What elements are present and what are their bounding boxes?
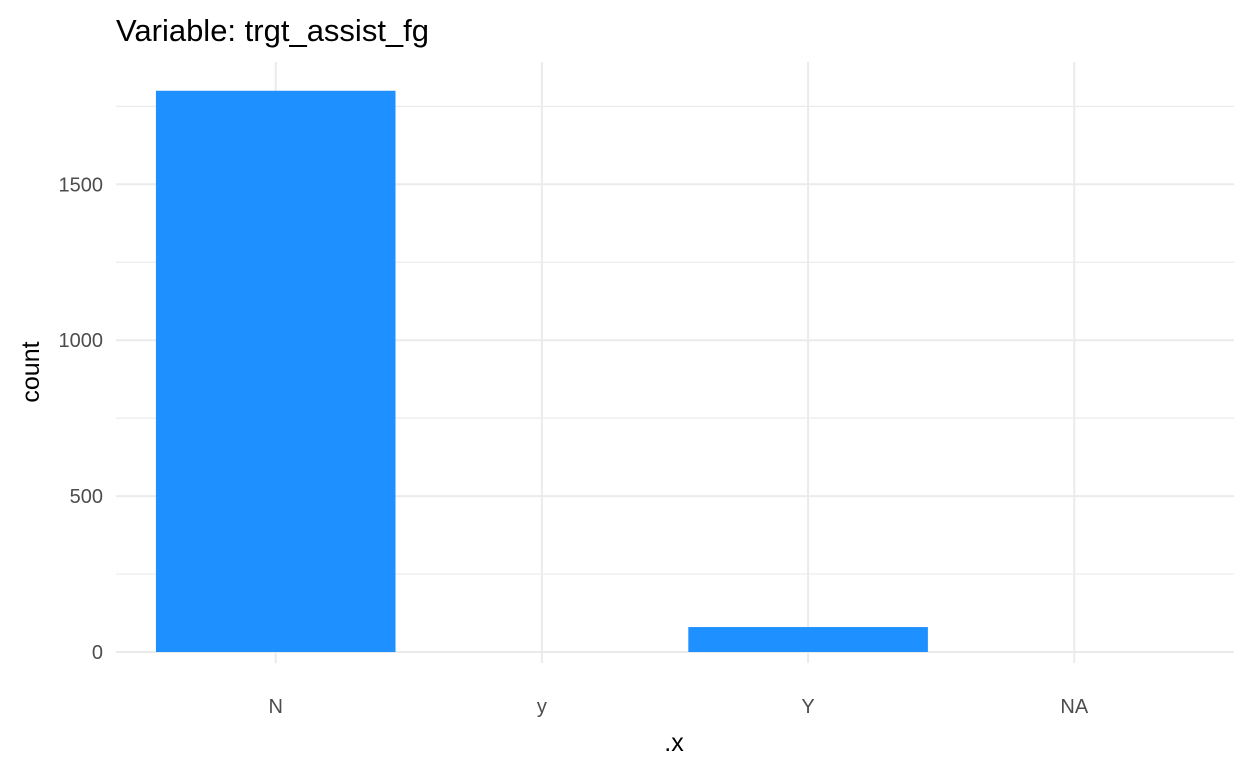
x-tick-label: NA [1060, 696, 1088, 718]
y-tick-label: 1500 [59, 174, 104, 196]
x-tick-label: N [268, 696, 282, 718]
bar [688, 627, 928, 652]
x-axis-title: .x [664, 729, 684, 757]
y-tick-label: 1000 [59, 330, 104, 352]
x-tick-label: Y [801, 696, 814, 718]
y-axis-title: count [17, 341, 45, 402]
chart-title: Variable: trgt_assist_fg [116, 13, 429, 48]
x-tick-label: y [537, 696, 547, 718]
bars [155, 90, 928, 652]
y-tick-labels: 0 500 1000 1500 [59, 174, 104, 664]
y-tick-label: 500 [70, 486, 103, 508]
bar [155, 90, 396, 652]
y-tick-label: 0 [92, 642, 103, 664]
